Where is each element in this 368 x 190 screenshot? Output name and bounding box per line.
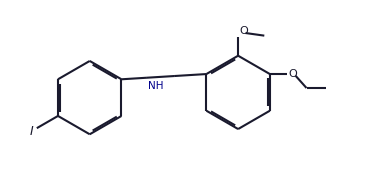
Text: O: O xyxy=(239,26,248,36)
Text: I: I xyxy=(30,125,33,138)
Text: NH: NH xyxy=(148,81,163,91)
Text: O: O xyxy=(288,69,297,79)
